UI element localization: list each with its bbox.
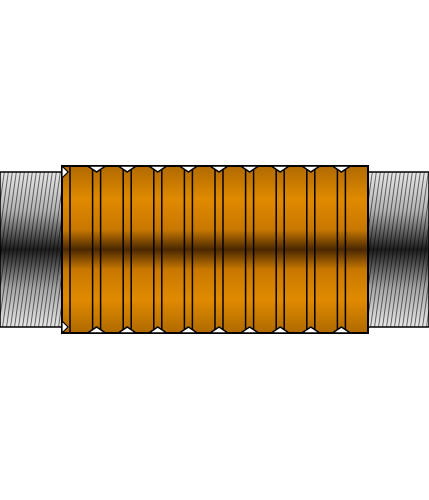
rib-notch: [238, 165, 262, 173]
end-notch: [61, 164, 69, 180]
rib-notch: [115, 165, 139, 173]
right-thread: [366, 171, 429, 328]
rib-notch: [176, 326, 200, 334]
rib-notch: [146, 165, 170, 173]
rib-notch: [85, 326, 109, 334]
rib-notch: [115, 326, 139, 334]
rib-notch: [146, 326, 170, 334]
rib-notch: [329, 326, 353, 334]
rib-notch: [299, 165, 323, 173]
rib-notch: [176, 165, 200, 173]
end-notch: [61, 319, 69, 335]
rib-notch: [268, 165, 292, 173]
rib-notch: [207, 165, 231, 173]
rib-notch: [238, 326, 262, 334]
copper-ribs: [61, 164, 353, 335]
rib-notch: [299, 326, 323, 334]
rib-notch: [329, 165, 353, 173]
rib-notch: [268, 326, 292, 334]
left-thread: [0, 171, 63, 328]
rib-notch: [85, 165, 109, 173]
rib-notch: [207, 326, 231, 334]
